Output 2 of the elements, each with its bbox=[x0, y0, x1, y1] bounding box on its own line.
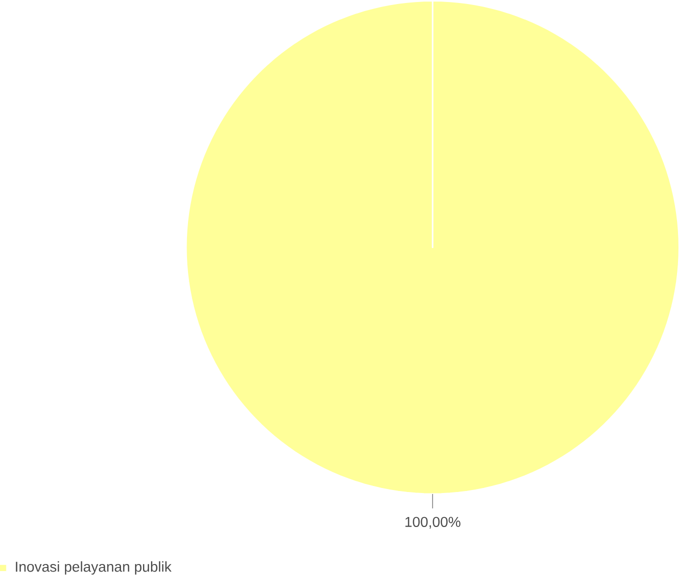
data-label: 100,00% bbox=[405, 517, 460, 529]
legend-label: Inovasi pelayanan publik bbox=[16, 561, 172, 575]
